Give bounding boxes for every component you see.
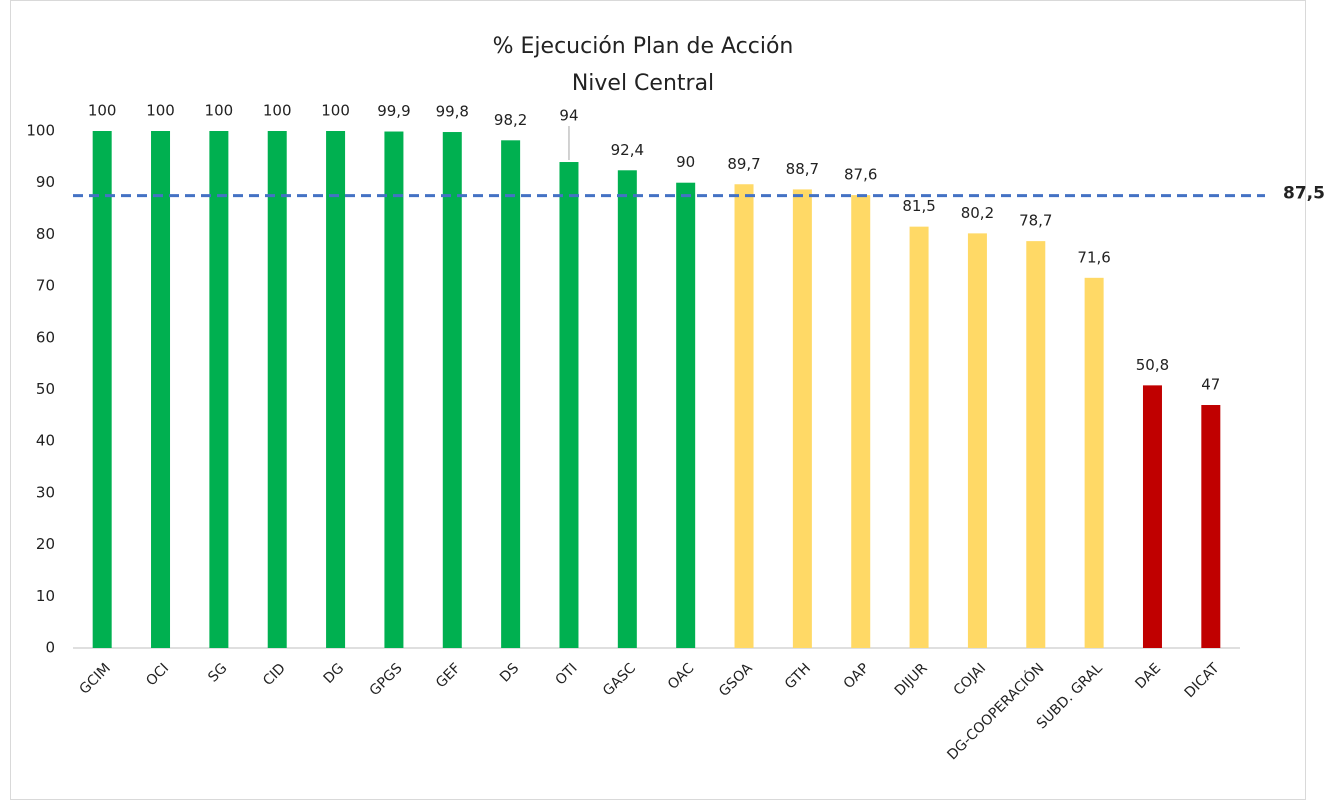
value-label: 100	[205, 102, 234, 120]
bar	[151, 131, 171, 648]
bar	[1026, 241, 1046, 648]
value-label: 94	[559, 107, 578, 125]
bar	[1084, 277, 1104, 648]
value-label: 99,9	[377, 102, 410, 120]
value-label: 71,6	[1077, 248, 1110, 266]
chart-title: % Ejecución Plan de Acción	[493, 34, 794, 59]
bar	[1201, 405, 1221, 648]
y-tick-label: 20	[36, 535, 55, 553]
bar	[267, 131, 287, 648]
bar	[1142, 385, 1162, 648]
value-label: 98,2	[494, 111, 527, 129]
value-label: 50,8	[1136, 356, 1169, 374]
chart-subtitle: Nivel Central	[572, 71, 714, 96]
value-label: 100	[321, 102, 350, 120]
y-tick-label: 100	[26, 122, 55, 140]
bar	[734, 184, 754, 648]
value-label: 99,8	[436, 103, 469, 121]
bar	[92, 131, 112, 648]
bar	[326, 131, 346, 648]
bar	[909, 226, 929, 648]
value-label: 80,2	[961, 204, 994, 222]
value-label: 100	[146, 102, 175, 120]
chart-frame	[10, 0, 1306, 800]
value-label: 92,4	[611, 141, 644, 159]
value-label: 81,5	[902, 197, 935, 215]
y-tick-label: 10	[36, 587, 55, 605]
bar	[442, 132, 462, 648]
y-tick-label: 40	[36, 432, 55, 450]
value-label: 78,7	[1019, 212, 1052, 230]
bar	[209, 131, 229, 648]
value-label: 87,6	[844, 166, 877, 184]
value-label: 88,7	[786, 160, 819, 178]
value-label: 100	[263, 102, 292, 120]
y-tick-label: 30	[36, 483, 55, 501]
bar	[501, 140, 521, 648]
y-tick-label: 80	[36, 225, 55, 243]
y-tick-label: 50	[36, 380, 55, 398]
reference-label: 87,5	[1283, 184, 1325, 204]
y-tick-label: 70	[36, 277, 55, 295]
bar	[676, 182, 696, 648]
bar	[792, 189, 812, 648]
bar	[617, 170, 637, 649]
bar	[384, 131, 404, 649]
bar	[967, 233, 987, 648]
y-tick-label: 90	[36, 173, 55, 191]
y-tick-label: 0	[45, 639, 55, 657]
bar	[851, 195, 871, 648]
value-label: 47	[1201, 376, 1220, 394]
value-label: 100	[88, 102, 117, 120]
value-label: 90	[676, 153, 695, 171]
y-tick-label: 60	[36, 328, 55, 346]
value-label: 89,7	[727, 155, 760, 173]
bar	[559, 162, 579, 648]
